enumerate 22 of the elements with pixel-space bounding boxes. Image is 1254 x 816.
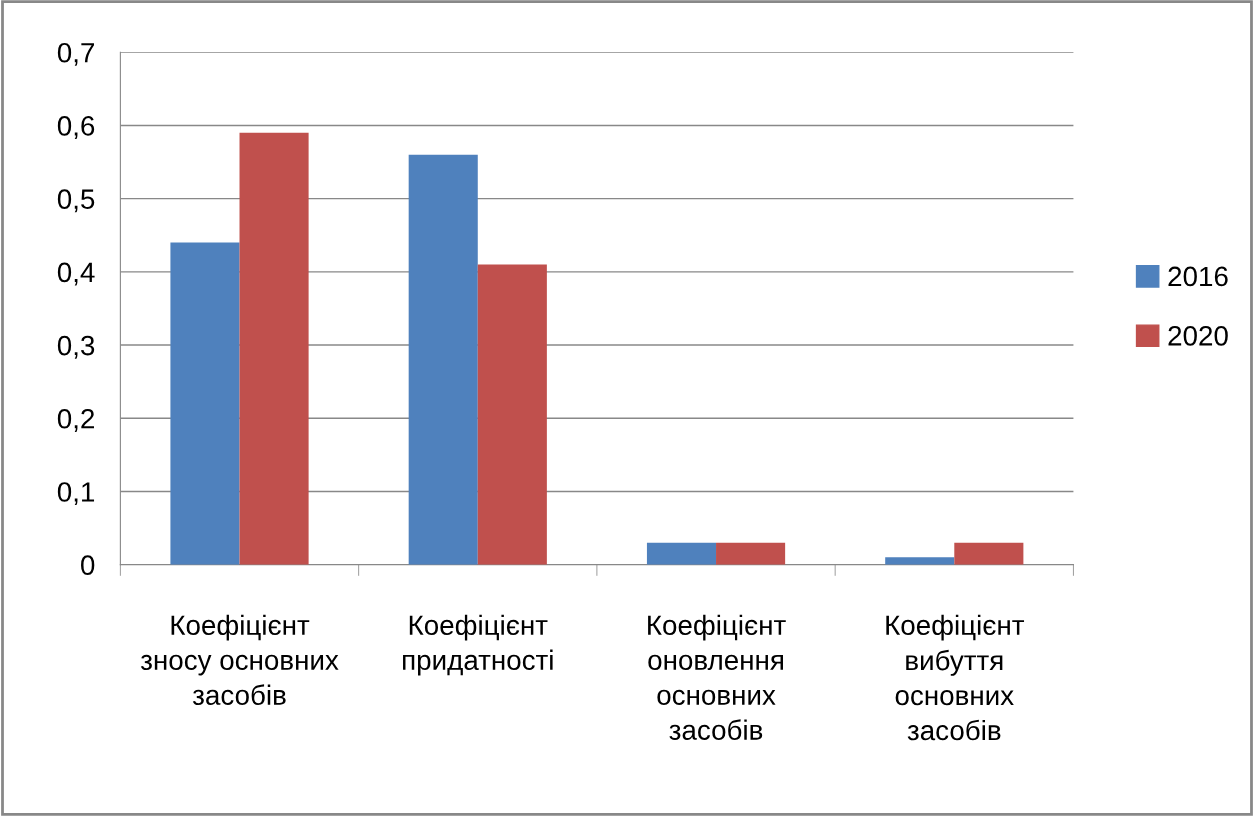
y-tick-label: 0,7 [57, 42, 94, 66]
bar [170, 242, 240, 565]
y-tick-label: 0,5 [57, 189, 95, 213]
y-tick-label: 0,4 [57, 262, 95, 286]
y-tick-label: 0,6 [57, 116, 95, 140]
bar [885, 557, 955, 565]
bar [408, 154, 478, 565]
bar [477, 264, 547, 565]
x-tick-label: Коефіцієнт оновлення основних засобів [648, 614, 786, 740]
x-tick-label: Коефіцієнт вибуття основних засобів [886, 614, 1025, 741]
legend-label: 2016 [1168, 266, 1228, 287]
x-tick-label: Коефіцієнт зносу основних засобів [140, 614, 339, 705]
y-tick-label: 0,2 [57, 408, 94, 432]
y-tick-label: 0 [81, 555, 95, 576]
x-tick-label: Коефіцієнт придатності [403, 614, 553, 676]
bar [646, 542, 717, 565]
y-tick-label: 0,1 [57, 482, 95, 506]
bar [954, 542, 1024, 565]
bar [716, 542, 786, 565]
legend-label: 2020 [1168, 326, 1228, 346]
bar [239, 132, 309, 565]
y-tick-label: 0,3 [57, 335, 95, 359]
